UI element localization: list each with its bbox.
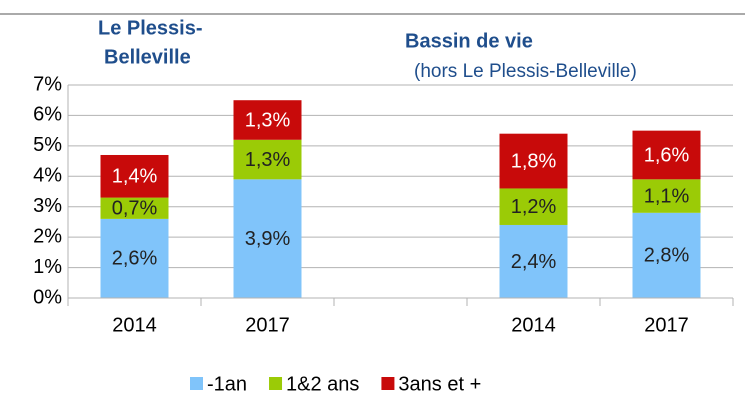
data-label: 3,9% xyxy=(245,228,291,250)
x-tick-label: 2017 xyxy=(245,314,290,336)
y-tick-label: 5% xyxy=(33,134,62,156)
bar-segment xyxy=(632,212,701,298)
data-label: 2,6% xyxy=(112,248,158,270)
bar-segment xyxy=(632,179,701,213)
annotation: Belleville xyxy=(104,46,191,68)
legend-label: 1&2 ans xyxy=(286,373,359,395)
bar-segment xyxy=(100,154,169,198)
y-tick-label: 1% xyxy=(33,256,62,278)
y-tick-label: 2% xyxy=(33,225,62,247)
y-tick-label: 0% xyxy=(33,286,62,308)
bar-segment xyxy=(100,197,169,219)
data-label: 1,1% xyxy=(644,185,690,207)
legend-label: -1an xyxy=(207,373,247,395)
legend-swatch xyxy=(269,377,283,390)
bar-segment xyxy=(499,133,568,189)
bar-segment xyxy=(233,100,302,140)
annotation: (hors Le Plessis-Belleville) xyxy=(414,61,637,82)
legend-label: 3ans et + xyxy=(398,373,481,395)
y-tick-label: 6% xyxy=(33,104,62,126)
legend-swatch xyxy=(381,377,395,390)
legend-swatch xyxy=(190,377,203,390)
annotation: Bassin de vie xyxy=(405,30,533,52)
x-tick-label: 2014 xyxy=(112,314,157,336)
bar-segment xyxy=(233,139,302,180)
data-label: 1,2% xyxy=(511,196,557,218)
bar-segment xyxy=(499,188,568,225)
data-label: 1,3% xyxy=(245,109,291,131)
bar-segment xyxy=(100,218,169,298)
bar-segment xyxy=(233,179,302,298)
y-tick-label: 3% xyxy=(33,195,62,217)
data-label: 2,4% xyxy=(511,251,557,273)
annotation: Le Plessis- xyxy=(98,17,203,39)
y-tick-label: 7% xyxy=(33,73,62,95)
data-label: 1,3% xyxy=(245,149,291,171)
data-label: 1,4% xyxy=(112,166,158,188)
y-tick-label: 4% xyxy=(33,165,62,187)
x-tick-label: 2014 xyxy=(511,314,556,336)
bar-segment xyxy=(499,224,568,298)
data-label: 1,8% xyxy=(511,150,557,172)
bar-segment xyxy=(632,130,701,180)
data-label: 1,6% xyxy=(644,144,690,166)
x-tick-label: 2017 xyxy=(644,314,689,336)
data-label: 2,8% xyxy=(644,245,690,267)
data-label: 0,7% xyxy=(112,198,158,220)
